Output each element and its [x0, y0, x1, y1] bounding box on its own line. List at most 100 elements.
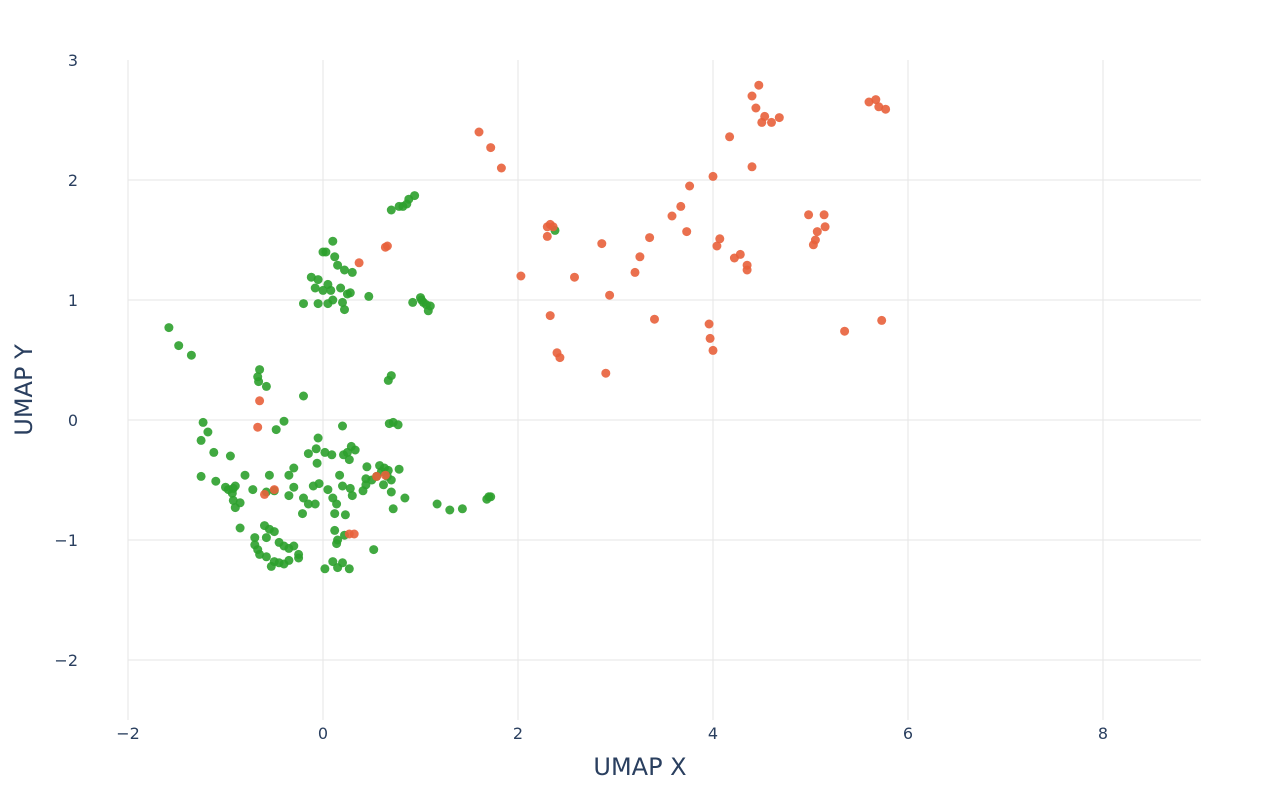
data-point: [362, 462, 372, 472]
data-point: [306, 272, 316, 282]
data-point: [253, 422, 263, 432]
data-point: [313, 433, 323, 443]
data-point: [240, 470, 250, 480]
data-point: [330, 525, 340, 535]
data-point: [310, 499, 320, 509]
data-point: [340, 265, 349, 275]
data-point: [248, 485, 258, 495]
data-point: [774, 113, 784, 123]
data-point: [338, 297, 347, 307]
y-tick-label: −1: [54, 531, 78, 550]
data-point: [386, 487, 396, 497]
data-point: [486, 492, 496, 502]
data-point: [810, 235, 820, 245]
data-point: [250, 533, 260, 543]
data-point: [320, 447, 330, 457]
data-point: [230, 481, 240, 491]
data-point: [211, 476, 221, 486]
data-point: [819, 210, 829, 220]
data-point: [820, 222, 830, 232]
data-point: [767, 117, 776, 127]
data-point: [228, 495, 238, 505]
data-point: [328, 295, 338, 305]
data-point: [383, 375, 393, 385]
data-point: [457, 504, 467, 514]
data-point: [760, 111, 770, 121]
data-point: [332, 539, 342, 549]
data-point: [289, 482, 299, 492]
data-point: [323, 485, 333, 495]
data-point: [327, 450, 337, 460]
data-point: [388, 504, 398, 514]
data-point: [299, 299, 308, 309]
data-point: [298, 509, 307, 519]
data-point: [261, 381, 271, 391]
data-points: [164, 80, 891, 574]
data-point: [742, 260, 752, 270]
data-point: [682, 227, 692, 237]
x-tick-label: 6: [903, 724, 913, 743]
data-point: [261, 552, 271, 562]
data-point: [542, 231, 552, 241]
data-point: [496, 163, 506, 173]
data-point: [545, 311, 555, 321]
data-point: [345, 288, 355, 298]
data-point: [667, 211, 677, 221]
data-point: [347, 491, 357, 501]
data-point: [347, 267, 357, 277]
data-point: [321, 247, 331, 257]
x-tick-label: 2: [513, 724, 523, 743]
data-point: [174, 341, 184, 351]
data-point: [605, 290, 615, 300]
data-point: [840, 326, 850, 336]
y-axis-title: UMAP Y: [10, 344, 38, 436]
data-point: [393, 420, 403, 430]
data-point: [225, 451, 235, 461]
data-point: [186, 350, 196, 360]
y-tick-label: 3: [68, 51, 78, 70]
data-point: [255, 549, 265, 559]
data-point: [227, 488, 237, 498]
data-point: [751, 103, 761, 113]
data-point: [299, 391, 308, 401]
x-tick-label: 0: [318, 724, 328, 743]
data-point: [685, 181, 695, 191]
data-point: [708, 171, 718, 181]
data-point: [338, 558, 347, 568]
data-point: [410, 191, 420, 201]
data-point: [164, 323, 174, 333]
y-tick-label: 0: [68, 411, 78, 430]
data-point: [364, 291, 374, 301]
data-point: [266, 561, 276, 571]
data-point: [423, 306, 433, 316]
data-point: [289, 463, 299, 473]
data-point: [877, 315, 887, 325]
data-point: [264, 470, 274, 480]
data-point: [474, 127, 484, 137]
data-point: [645, 233, 655, 243]
data-point: [676, 201, 686, 211]
data-point: [255, 396, 265, 406]
data-point: [340, 305, 349, 315]
data-point: [812, 227, 822, 237]
data-point: [314, 479, 324, 489]
data-point: [289, 541, 299, 551]
data-point: [555, 353, 565, 363]
data-point: [350, 445, 360, 455]
y-tick-label: 1: [68, 291, 78, 310]
data-point: [379, 480, 388, 490]
data-point: [704, 319, 714, 329]
data-point: [708, 345, 718, 355]
data-point: [330, 252, 340, 262]
data-point: [198, 417, 208, 427]
data-point: [650, 314, 659, 324]
data-point: [345, 483, 355, 493]
data-point: [335, 470, 345, 480]
data-point: [705, 333, 715, 343]
data-point: [196, 435, 206, 445]
data-point: [400, 493, 410, 503]
data-point: [279, 416, 289, 426]
data-point: [432, 499, 442, 509]
data-point: [382, 241, 392, 251]
